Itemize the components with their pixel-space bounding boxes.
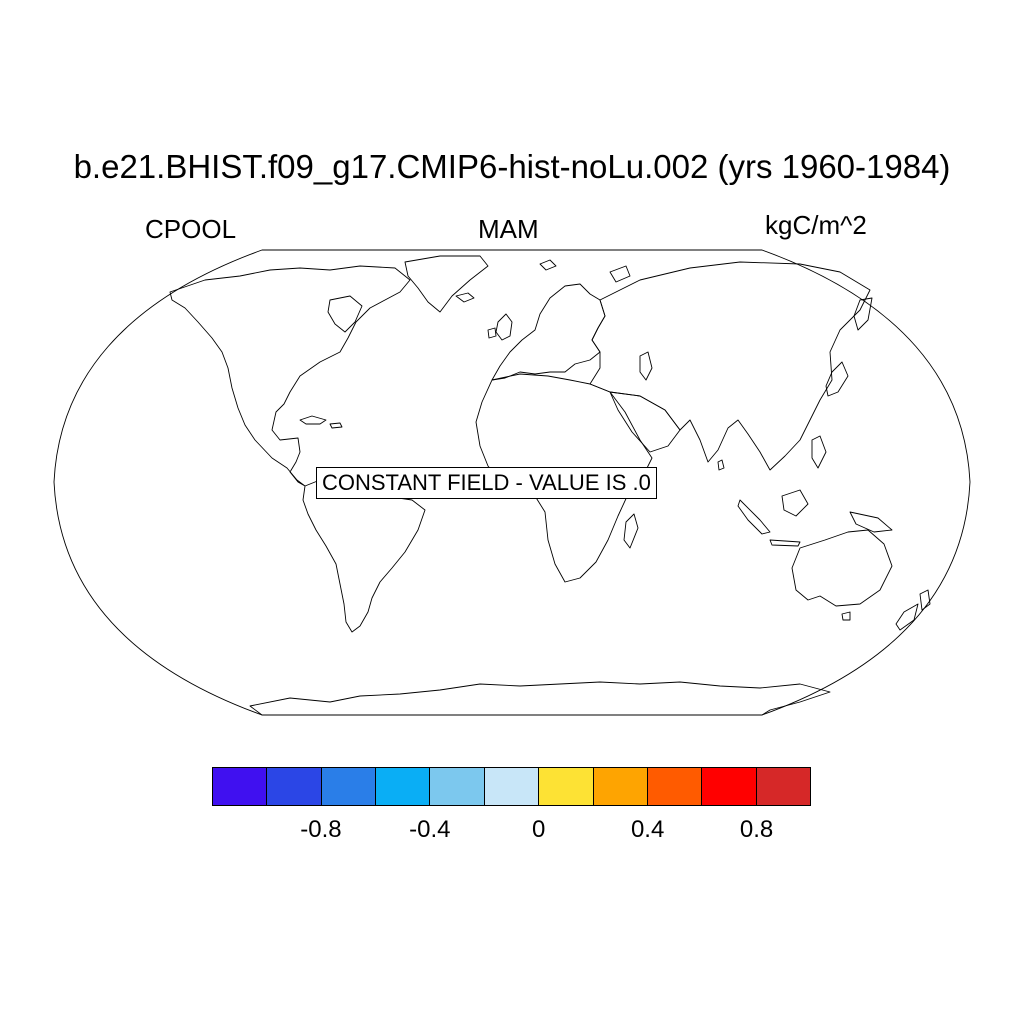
colorbar-box xyxy=(756,768,810,805)
colorbar-box xyxy=(647,768,703,805)
java xyxy=(769,539,801,547)
svalbard xyxy=(539,259,557,271)
colorbar-tick-label: 0.4 xyxy=(630,816,665,843)
colorbar-box xyxy=(484,768,540,805)
hudson-bay xyxy=(327,295,363,333)
sumatra xyxy=(737,499,771,535)
colorbar-box xyxy=(702,768,757,805)
colorbar-tick-label: 0.8 xyxy=(739,816,774,843)
caspian-sea xyxy=(639,351,653,381)
ireland xyxy=(487,327,497,339)
colorbar-box xyxy=(539,768,594,805)
colorbar-tick-label: -0.8 xyxy=(300,816,342,843)
colorbar-box xyxy=(376,768,431,805)
iceland xyxy=(455,292,475,303)
new-zealand-south xyxy=(895,603,919,631)
colorbar-tick-label: -0.4 xyxy=(409,816,451,843)
antarctica xyxy=(249,681,831,716)
south-america xyxy=(302,477,426,633)
variable-label: CPOOL xyxy=(145,214,237,244)
greenland xyxy=(404,255,489,313)
philippines xyxy=(811,435,827,469)
season-label: MAM xyxy=(478,214,539,244)
colorbar-box xyxy=(267,768,322,805)
great-britain xyxy=(495,313,513,341)
tasmania xyxy=(841,611,851,621)
arabia xyxy=(609,391,681,453)
new-zealand-north xyxy=(919,589,931,611)
sri-lanka xyxy=(717,459,725,471)
constant-field-message: CONSTANT FIELD - VALUE IS .0 xyxy=(316,467,657,499)
japan xyxy=(825,361,849,397)
units-label: kgC/m^2 xyxy=(765,210,867,240)
new-guinea xyxy=(849,511,893,533)
asia xyxy=(589,261,871,471)
colorbar-box xyxy=(321,768,377,805)
australia xyxy=(791,529,893,607)
borneo xyxy=(781,489,809,517)
hispaniola xyxy=(329,422,343,429)
colorbar-box xyxy=(593,768,648,805)
colorbar xyxy=(212,767,811,806)
madagascar xyxy=(623,513,639,549)
colorbar-box xyxy=(430,768,485,805)
novaya-zemlya xyxy=(609,265,631,283)
north-america xyxy=(169,265,411,487)
colorbar-box xyxy=(213,768,268,805)
cuba xyxy=(299,415,327,425)
kamchatka xyxy=(853,297,873,331)
plot-title: b.e21.BHIST.f09_g17.CMIP6-hist-noLu.002 … xyxy=(73,148,951,185)
colorbar-tick-label: 0 xyxy=(532,816,546,843)
europe xyxy=(491,283,606,381)
